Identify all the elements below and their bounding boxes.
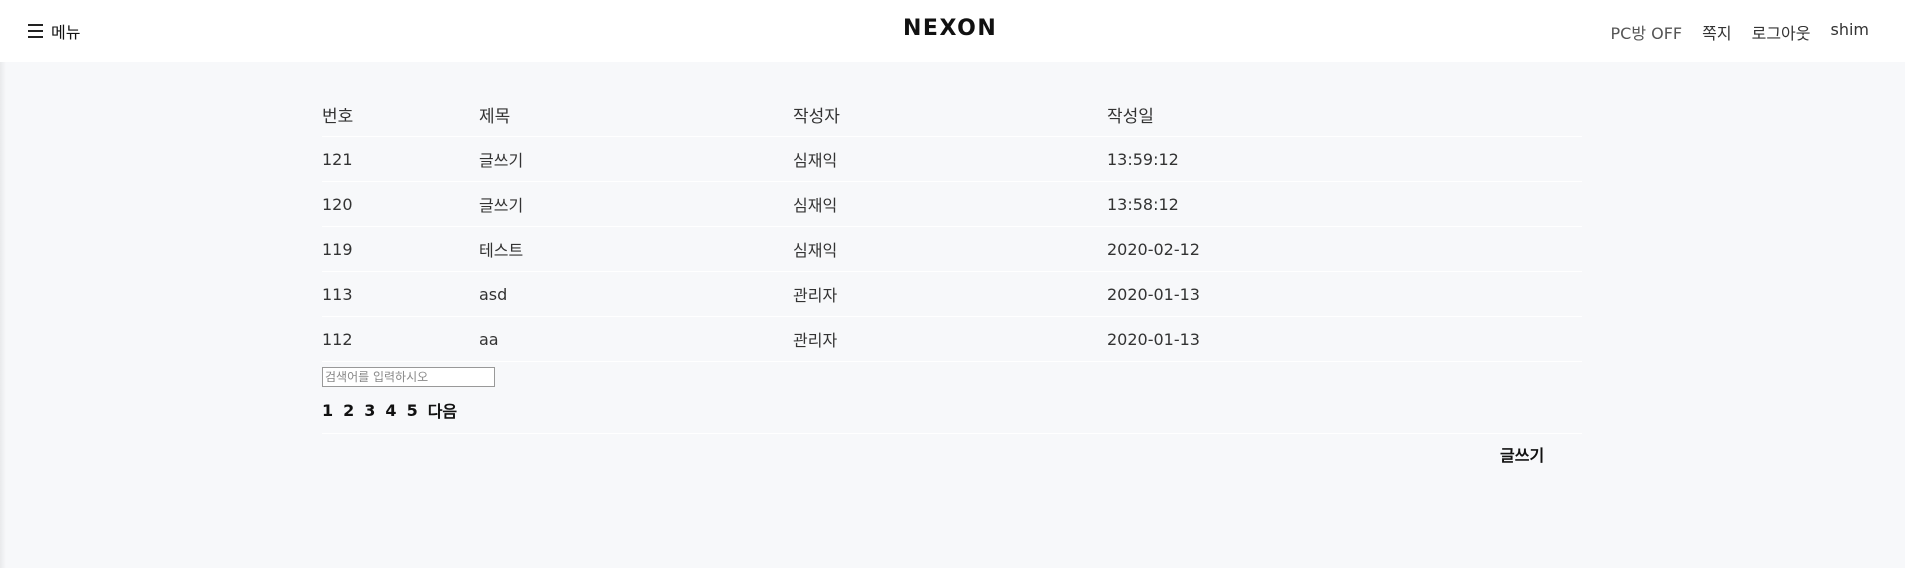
post-author: 관리자 bbox=[793, 331, 838, 350]
column-header-date: 작성일 bbox=[1107, 106, 1154, 127]
post-author: 심재익 bbox=[793, 196, 838, 215]
post-number: 121 bbox=[322, 149, 353, 169]
table-row[interactable]: 112 aa 관리자 2020-01-13 bbox=[322, 317, 1582, 362]
post-author: 심재익 bbox=[793, 241, 838, 260]
hamburger-icon bbox=[28, 24, 43, 38]
next-page-link[interactable]: 다음 bbox=[427, 402, 458, 421]
post-title-link[interactable]: asd bbox=[479, 284, 508, 304]
table-row[interactable]: 121 글쓰기 심재익 13:59:12 bbox=[322, 137, 1582, 182]
pc-room-status[interactable]: PC방 OFF bbox=[1610, 24, 1683, 43]
user-nav: PC방 OFF 쪽지 로그아웃 shim bbox=[1611, 20, 1870, 44]
post-title-link[interactable]: 테스트 bbox=[479, 241, 524, 260]
table-row[interactable]: 113 asd 관리자 2020-01-13 bbox=[322, 272, 1582, 317]
column-header-title: 제목 bbox=[479, 106, 511, 127]
page-link-4[interactable]: 4 bbox=[385, 400, 397, 420]
page-link-3[interactable]: 3 bbox=[364, 400, 376, 420]
logout-link[interactable]: 로그아웃 bbox=[1751, 24, 1811, 43]
table-header-row: 번호 제목 작성자 작성일 bbox=[322, 92, 1582, 137]
divider bbox=[322, 433, 1582, 434]
write-post-button[interactable]: 글쓰기 bbox=[1500, 446, 1545, 465]
page-link-2[interactable]: 2 bbox=[343, 400, 355, 420]
post-date: 2020-02-12 bbox=[1107, 239, 1200, 259]
post-author: 관리자 bbox=[793, 286, 838, 305]
column-header-number: 번호 bbox=[322, 106, 354, 127]
post-number: 120 bbox=[322, 194, 353, 214]
table-row[interactable]: 120 글쓰기 심재익 13:58:12 bbox=[322, 182, 1582, 227]
table-row[interactable]: 119 테스트 심재익 2020-02-12 bbox=[322, 227, 1582, 272]
menu-label: 메뉴 bbox=[51, 23, 81, 42]
post-date: 13:58:12 bbox=[1107, 194, 1179, 214]
top-header: 메뉴 NEXON PC방 OFF 쪽지 로그아웃 shim bbox=[0, 0, 1905, 62]
username-link[interactable]: shim bbox=[1830, 20, 1869, 39]
page-shadow bbox=[0, 62, 6, 568]
post-title-link[interactable]: 글쓰기 bbox=[479, 151, 524, 170]
post-number: 112 bbox=[322, 329, 353, 349]
post-number: 119 bbox=[322, 239, 353, 259]
search-input[interactable] bbox=[322, 367, 495, 387]
messages-link[interactable]: 쪽지 bbox=[1702, 24, 1732, 43]
column-header-author: 작성자 bbox=[793, 106, 840, 127]
post-date: 2020-01-13 bbox=[1107, 284, 1200, 304]
page-link-5[interactable]: 5 bbox=[406, 400, 418, 420]
nexon-logo[interactable]: NEXON bbox=[903, 16, 998, 41]
post-date: 13:59:12 bbox=[1107, 149, 1179, 169]
menu-button[interactable]: 메뉴 bbox=[28, 19, 80, 43]
post-author: 심재익 bbox=[793, 151, 838, 170]
page-link-1[interactable]: 1 bbox=[322, 400, 334, 420]
post-title-link[interactable]: aa bbox=[479, 329, 499, 349]
post-date: 2020-01-13 bbox=[1107, 329, 1200, 349]
post-title-link[interactable]: 글쓰기 bbox=[479, 196, 524, 215]
pagination: 1 2 3 4 5 다음 bbox=[322, 399, 1582, 422]
post-number: 113 bbox=[322, 284, 353, 304]
board-list: 번호 제목 작성자 작성일 121 글쓰기 심재익 13:59:12 120 글… bbox=[322, 92, 1582, 434]
